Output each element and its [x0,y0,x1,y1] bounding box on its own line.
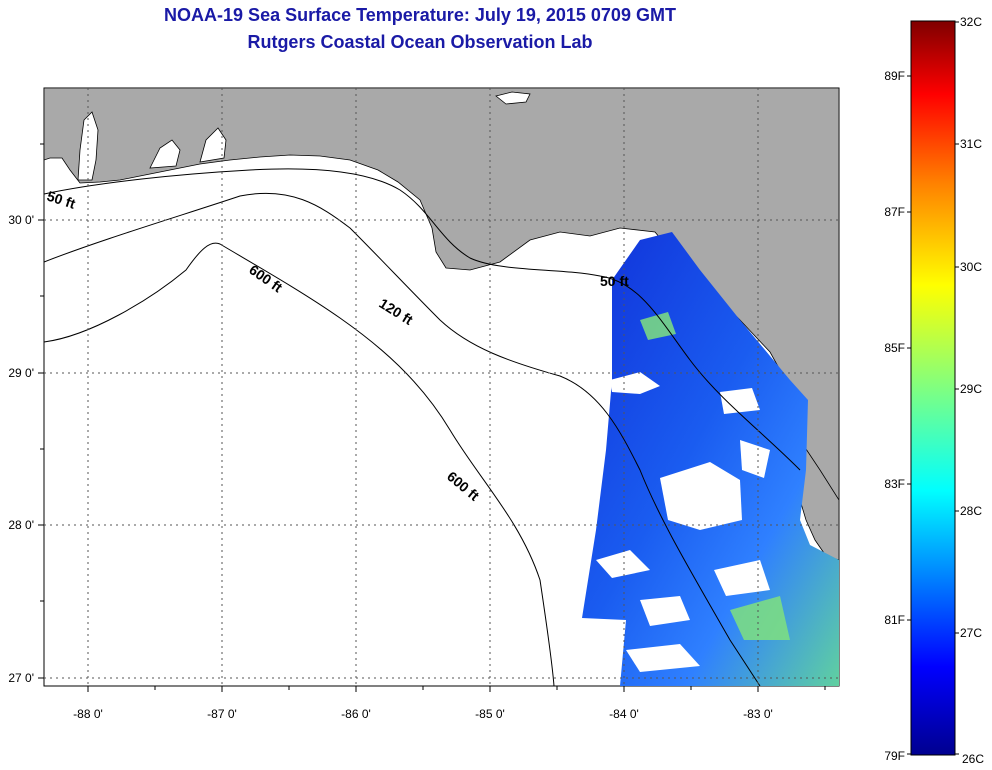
lat-tick-label: 29 0' [8,366,34,380]
colorbar-celsius-label: 32C [960,15,982,29]
warm-spots [640,312,790,640]
lat-tick-label: 27 0' [8,671,34,685]
lon-tick-label: -84 0' [609,707,639,721]
lat-tick-label: 30 0' [8,213,34,227]
lon-tick-label: -86 0' [341,707,371,721]
lon-tick-label: -83 0' [743,707,773,721]
colorbar-fahrenheit-label: 85F [884,341,905,355]
sst-swath [582,232,839,686]
map-subtitle: Rutgers Coastal Ocean Observation Lab [247,32,593,52]
pensacola-bay [149,139,181,169]
mobile-bay [77,111,99,181]
colorbar-celsius-label: 30C [960,260,982,274]
colorbar-celsius-label: 31C [960,137,982,151]
graticule [44,88,839,686]
axis-ticks [38,143,826,692]
lon-tick-label: -87 0' [207,707,237,721]
colorbar-fahrenheit-label: 79F [884,749,905,763]
colorbar-celsius-label: 29C [960,382,982,396]
colorbar-fahrenheit-label: 81F [884,613,905,627]
isobath-lines [44,168,801,686]
colorbar-celsius-label: 28C [960,504,982,518]
colorbar-ticks [907,21,959,755]
colorbar-fahrenheit-label: 89F [884,69,905,83]
map-title: NOAA-19 Sea Surface Temperature: July 19… [164,5,676,25]
choctawhatchee-bay [199,127,227,163]
lake-okeechobee-area [495,91,531,105]
colorbar-fahrenheit-label: 87F [884,205,905,219]
colorbar-fahrenheit-label: 83F [884,477,905,491]
lat-tick-label: 28 0' [8,518,34,532]
lon-tick-label: -85 0' [475,707,505,721]
cloud-gaps [596,372,770,672]
isobath-label: 50 ft [600,273,629,289]
lon-tick-label: -88 0' [73,707,103,721]
colorbar-celsius-label: 27C [960,626,982,640]
colorbar-celsius-label: 26C [962,752,984,766]
colorbar [910,20,956,756]
